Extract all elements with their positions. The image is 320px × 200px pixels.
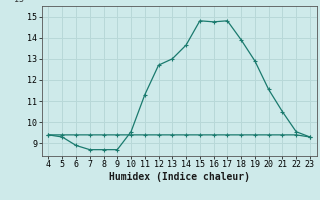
X-axis label: Humidex (Indice chaleur): Humidex (Indice chaleur) [109, 172, 250, 182]
Text: 15: 15 [14, 0, 24, 4]
